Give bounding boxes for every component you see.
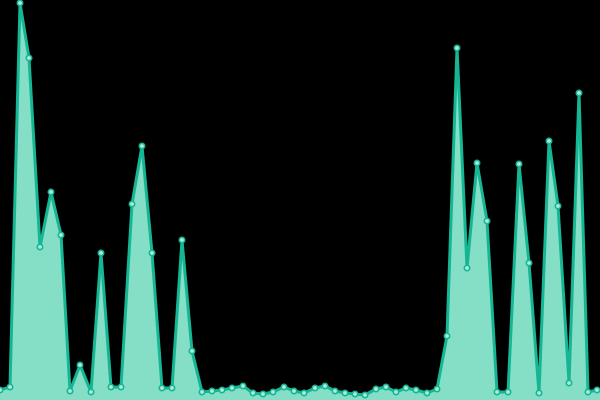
data-point-marker[interactable] xyxy=(351,390,359,398)
data-point-marker[interactable] xyxy=(584,388,592,396)
area-fill-path xyxy=(0,3,600,400)
data-point-marker[interactable] xyxy=(443,332,451,340)
data-point-marker[interactable] xyxy=(545,137,553,145)
data-point-marker[interactable] xyxy=(259,390,267,398)
data-point-marker[interactable] xyxy=(218,386,226,394)
data-point-marker[interactable] xyxy=(382,383,390,391)
data-point-marker[interactable] xyxy=(16,0,24,7)
data-point-marker[interactable] xyxy=(107,383,115,391)
data-point-marker[interactable] xyxy=(515,160,523,168)
data-point-marker[interactable] xyxy=(239,382,247,390)
data-point-marker[interactable] xyxy=(117,383,125,391)
data-point-marker[interactable] xyxy=(341,389,349,397)
data-point-marker[interactable] xyxy=(148,249,156,257)
data-point-marker[interactable] xyxy=(128,200,136,208)
data-point-marker[interactable] xyxy=(47,188,55,196)
data-point-marker[interactable] xyxy=(168,384,176,392)
data-point-marker[interactable] xyxy=(269,388,277,396)
data-point-marker[interactable] xyxy=(66,387,74,395)
data-point-marker[interactable] xyxy=(525,259,533,267)
data-point-marker[interactable] xyxy=(402,384,410,392)
data-point-marker[interactable] xyxy=(57,231,65,239)
data-point-marker[interactable] xyxy=(535,389,543,397)
data-point-marker[interactable] xyxy=(36,243,44,251)
data-point-marker[interactable] xyxy=(87,388,95,396)
data-point-marker[interactable] xyxy=(412,386,420,394)
data-point-marker[interactable] xyxy=(473,159,481,167)
data-point-marker[interactable] xyxy=(321,382,329,390)
data-point-marker[interactable] xyxy=(423,389,431,397)
data-point-marker[interactable] xyxy=(575,89,583,97)
data-point-marker[interactable] xyxy=(158,384,166,392)
data-point-marker[interactable] xyxy=(25,54,33,62)
data-point-marker[interactable] xyxy=(463,264,471,272)
data-point-marker[interactable] xyxy=(504,388,512,396)
data-point-marker[interactable] xyxy=(361,391,369,399)
data-point-marker[interactable] xyxy=(593,386,600,394)
data-point-marker[interactable] xyxy=(76,361,84,369)
data-point-marker[interactable] xyxy=(178,236,186,244)
data-point-marker[interactable] xyxy=(331,387,339,395)
data-point-marker[interactable] xyxy=(483,217,491,225)
data-point-marker[interactable] xyxy=(433,385,441,393)
data-point-marker[interactable] xyxy=(290,387,298,395)
data-point-marker[interactable] xyxy=(300,389,308,397)
data-point-marker[interactable] xyxy=(392,388,400,396)
data-point-marker[interactable] xyxy=(208,387,216,395)
data-point-marker[interactable] xyxy=(188,347,196,355)
data-point-marker[interactable] xyxy=(97,249,105,257)
data-point-marker[interactable] xyxy=(228,384,236,392)
data-point-marker[interactable] xyxy=(554,202,562,210)
data-point-marker[interactable] xyxy=(0,386,4,394)
data-point-marker[interactable] xyxy=(198,388,206,396)
data-point-marker[interactable] xyxy=(138,142,146,150)
data-point-marker[interactable] xyxy=(6,383,14,391)
data-point-marker[interactable] xyxy=(311,384,319,392)
data-point-marker[interactable] xyxy=(280,383,288,391)
data-point-marker[interactable] xyxy=(372,385,380,393)
data-point-marker[interactable] xyxy=(565,379,573,387)
data-point-marker[interactable] xyxy=(493,388,501,396)
data-point-marker[interactable] xyxy=(249,389,257,397)
data-point-marker[interactable] xyxy=(453,44,461,52)
